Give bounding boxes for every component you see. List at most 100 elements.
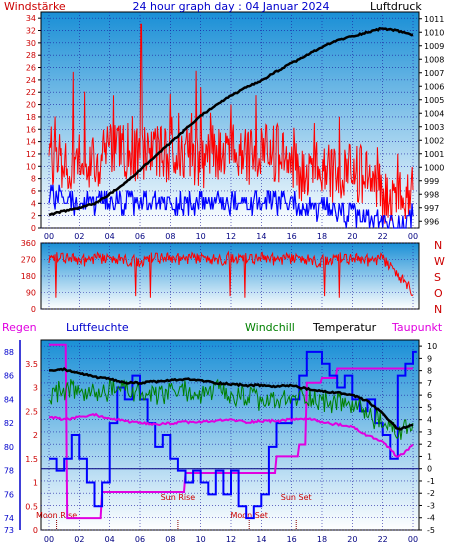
humidity-series [49, 350, 417, 520]
tick-label-temperature: 4 [427, 416, 432, 425]
tick-label-degree: 90 [26, 289, 36, 298]
tick-label-luftdruck: 1001 [424, 150, 444, 159]
temperature-grid [41, 340, 419, 531]
tick-label-windstaerke: 26 [26, 64, 36, 73]
tick-label-hour: 04 [105, 232, 115, 241]
tick-label-windstaerke: 24 [26, 76, 36, 85]
tick-label-hour: 00 [408, 232, 418, 241]
tick-label-hour: 08 [165, 232, 175, 241]
tick-label-hour: 00 [44, 535, 54, 544]
tick-label-temperature: 3 [427, 428, 432, 437]
tick-label-hour: 12 [226, 535, 236, 544]
regen-label: Regen [2, 321, 37, 334]
tick-label-temperature: 10 [427, 342, 437, 351]
tick-label-luftfeuchte: 80 [4, 443, 14, 452]
tick-label-luftdruck: 1002 [424, 136, 444, 145]
tick-label-luftdruck: 1010 [424, 28, 444, 37]
event-label: Sun Rise [161, 493, 196, 502]
tick-label-temperature: 1 [427, 452, 432, 461]
tick-label-windstaerke: 2 [31, 212, 36, 221]
temperature-axis: -5 -4 -3 -2 -1 0 1 2 3 4 5 6 7 8 9 10 [419, 342, 437, 535]
tick-label-hour: 16 [287, 232, 297, 241]
windchill-label: Windchill [245, 321, 295, 334]
graph-title: 24 hour graph day : 04 Januar 2024 [133, 0, 330, 13]
temperature-series [49, 366, 414, 431]
astronomy-events: Moon Rise Sun Rise Moon Set Sun Set [36, 493, 312, 530]
tick-label-hour: 06 [135, 535, 145, 544]
tick-label-temperature: 9 [427, 354, 432, 363]
pressure-series [48, 26, 414, 217]
tick-label-luftdruck: 1006 [424, 82, 444, 91]
tick-label-regen: 1 [33, 479, 38, 488]
luftdruck-label: Luftdruck [370, 0, 422, 13]
tick-label-temperature: -2 [427, 489, 435, 498]
tick-label-luftdruck: 1004 [424, 109, 444, 118]
tick-label-luftfeuchte: 76 [4, 490, 14, 499]
tick-label-hour: 04 [105, 535, 115, 544]
event-label: Sun Set [281, 493, 312, 502]
tick-label-windstaerke: 30 [26, 39, 36, 48]
wind-direction-series [48, 250, 414, 298]
tick-label-hour: 02 [74, 232, 84, 241]
tick-label-hour: 20 [347, 232, 357, 241]
tick-label-luftdruck: 996 [424, 217, 439, 226]
tick-label-luftdruck: 997 [424, 204, 439, 213]
tick-label-temperature: 0 [427, 465, 432, 474]
tick-label-luftfeuchte: 74 [4, 514, 14, 523]
tick-label-luftdruck: 1000 [424, 163, 444, 172]
tick-label-regen: 1.5 [25, 455, 38, 464]
tick-label-temperature: 2 [427, 440, 432, 449]
tick-label-regen: 2.5 [25, 407, 38, 416]
tick-label-hour: 18 [317, 535, 327, 544]
wind-blue-series [48, 184, 414, 229]
tick-label-hour: 20 [347, 535, 357, 544]
tick-label-windstaerke: 22 [26, 88, 36, 97]
tick-label-windstaerke: 18 [26, 113, 36, 122]
tick-label-windstaerke: 16 [26, 125, 36, 134]
taupunkt-label: Taupunkt [391, 321, 443, 334]
tick-label-regen: 2 [33, 431, 38, 440]
tick-label-windstaerke: 0 [31, 224, 36, 233]
tick-label-hour: 16 [287, 535, 297, 544]
event-label: Moon Set [230, 511, 267, 520]
tick-label-temperature: -4 [427, 514, 435, 523]
tick-label-windstaerke: 4 [31, 199, 36, 208]
tick-label-regen: 0 [33, 526, 38, 535]
temperatur-label: Temperatur [312, 321, 377, 334]
tick-label-hour: 22 [378, 535, 388, 544]
tick-label-degree: 0 [31, 305, 36, 314]
tick-label-luftfeuchte: 78 [4, 467, 14, 476]
luftfeuchte-label: Luftfeuchte [66, 321, 129, 334]
compass-label: O [434, 287, 443, 300]
tick-label-temperature: 7 [427, 379, 432, 388]
tick-label-hour: 18 [317, 232, 327, 241]
windstaerke-label: Windstärke [4, 0, 66, 13]
compass-label: W [434, 255, 445, 268]
tick-label-hour: 14 [256, 535, 266, 544]
compass-label: N [434, 239, 442, 252]
luftdruck-axis: 996 997 998 999 1000 1001 1002 1003 1004 1005 1006… [419, 15, 444, 226]
tick-label-luftdruck: 1003 [424, 123, 444, 132]
tick-label-hour: 10 [196, 232, 206, 241]
tick-label-luftdruck: 1005 [424, 96, 444, 105]
tick-label-windstaerke: 12 [26, 150, 36, 159]
tick-label-temperature: 6 [427, 391, 432, 400]
tick-label-temperature: -5 [427, 526, 435, 535]
tick-label-windstaerke: 34 [26, 14, 36, 23]
tick-label-luftdruck: 1009 [424, 42, 444, 51]
tick-label-luftfeuchte: 86 [4, 372, 14, 381]
tick-label-hour: 14 [256, 232, 266, 241]
tick-label-hour: 10 [196, 535, 206, 544]
tick-label-temperature: -1 [427, 477, 435, 486]
regen-axis: 0 0.5 1 1.5 2 2.5 3 3.5 [25, 360, 38, 535]
tick-label-windstaerke: 32 [26, 27, 36, 36]
dewpoint-series [48, 412, 414, 458]
tick-label-hour: 06 [135, 232, 145, 241]
compass-label: N [434, 303, 442, 316]
tick-label-windstaerke: 28 [26, 51, 36, 60]
tick-label-luftfeuchte: 88 [4, 348, 14, 357]
tick-label-hour: 00 [408, 535, 418, 544]
tick-label-temperature: 8 [427, 367, 432, 376]
